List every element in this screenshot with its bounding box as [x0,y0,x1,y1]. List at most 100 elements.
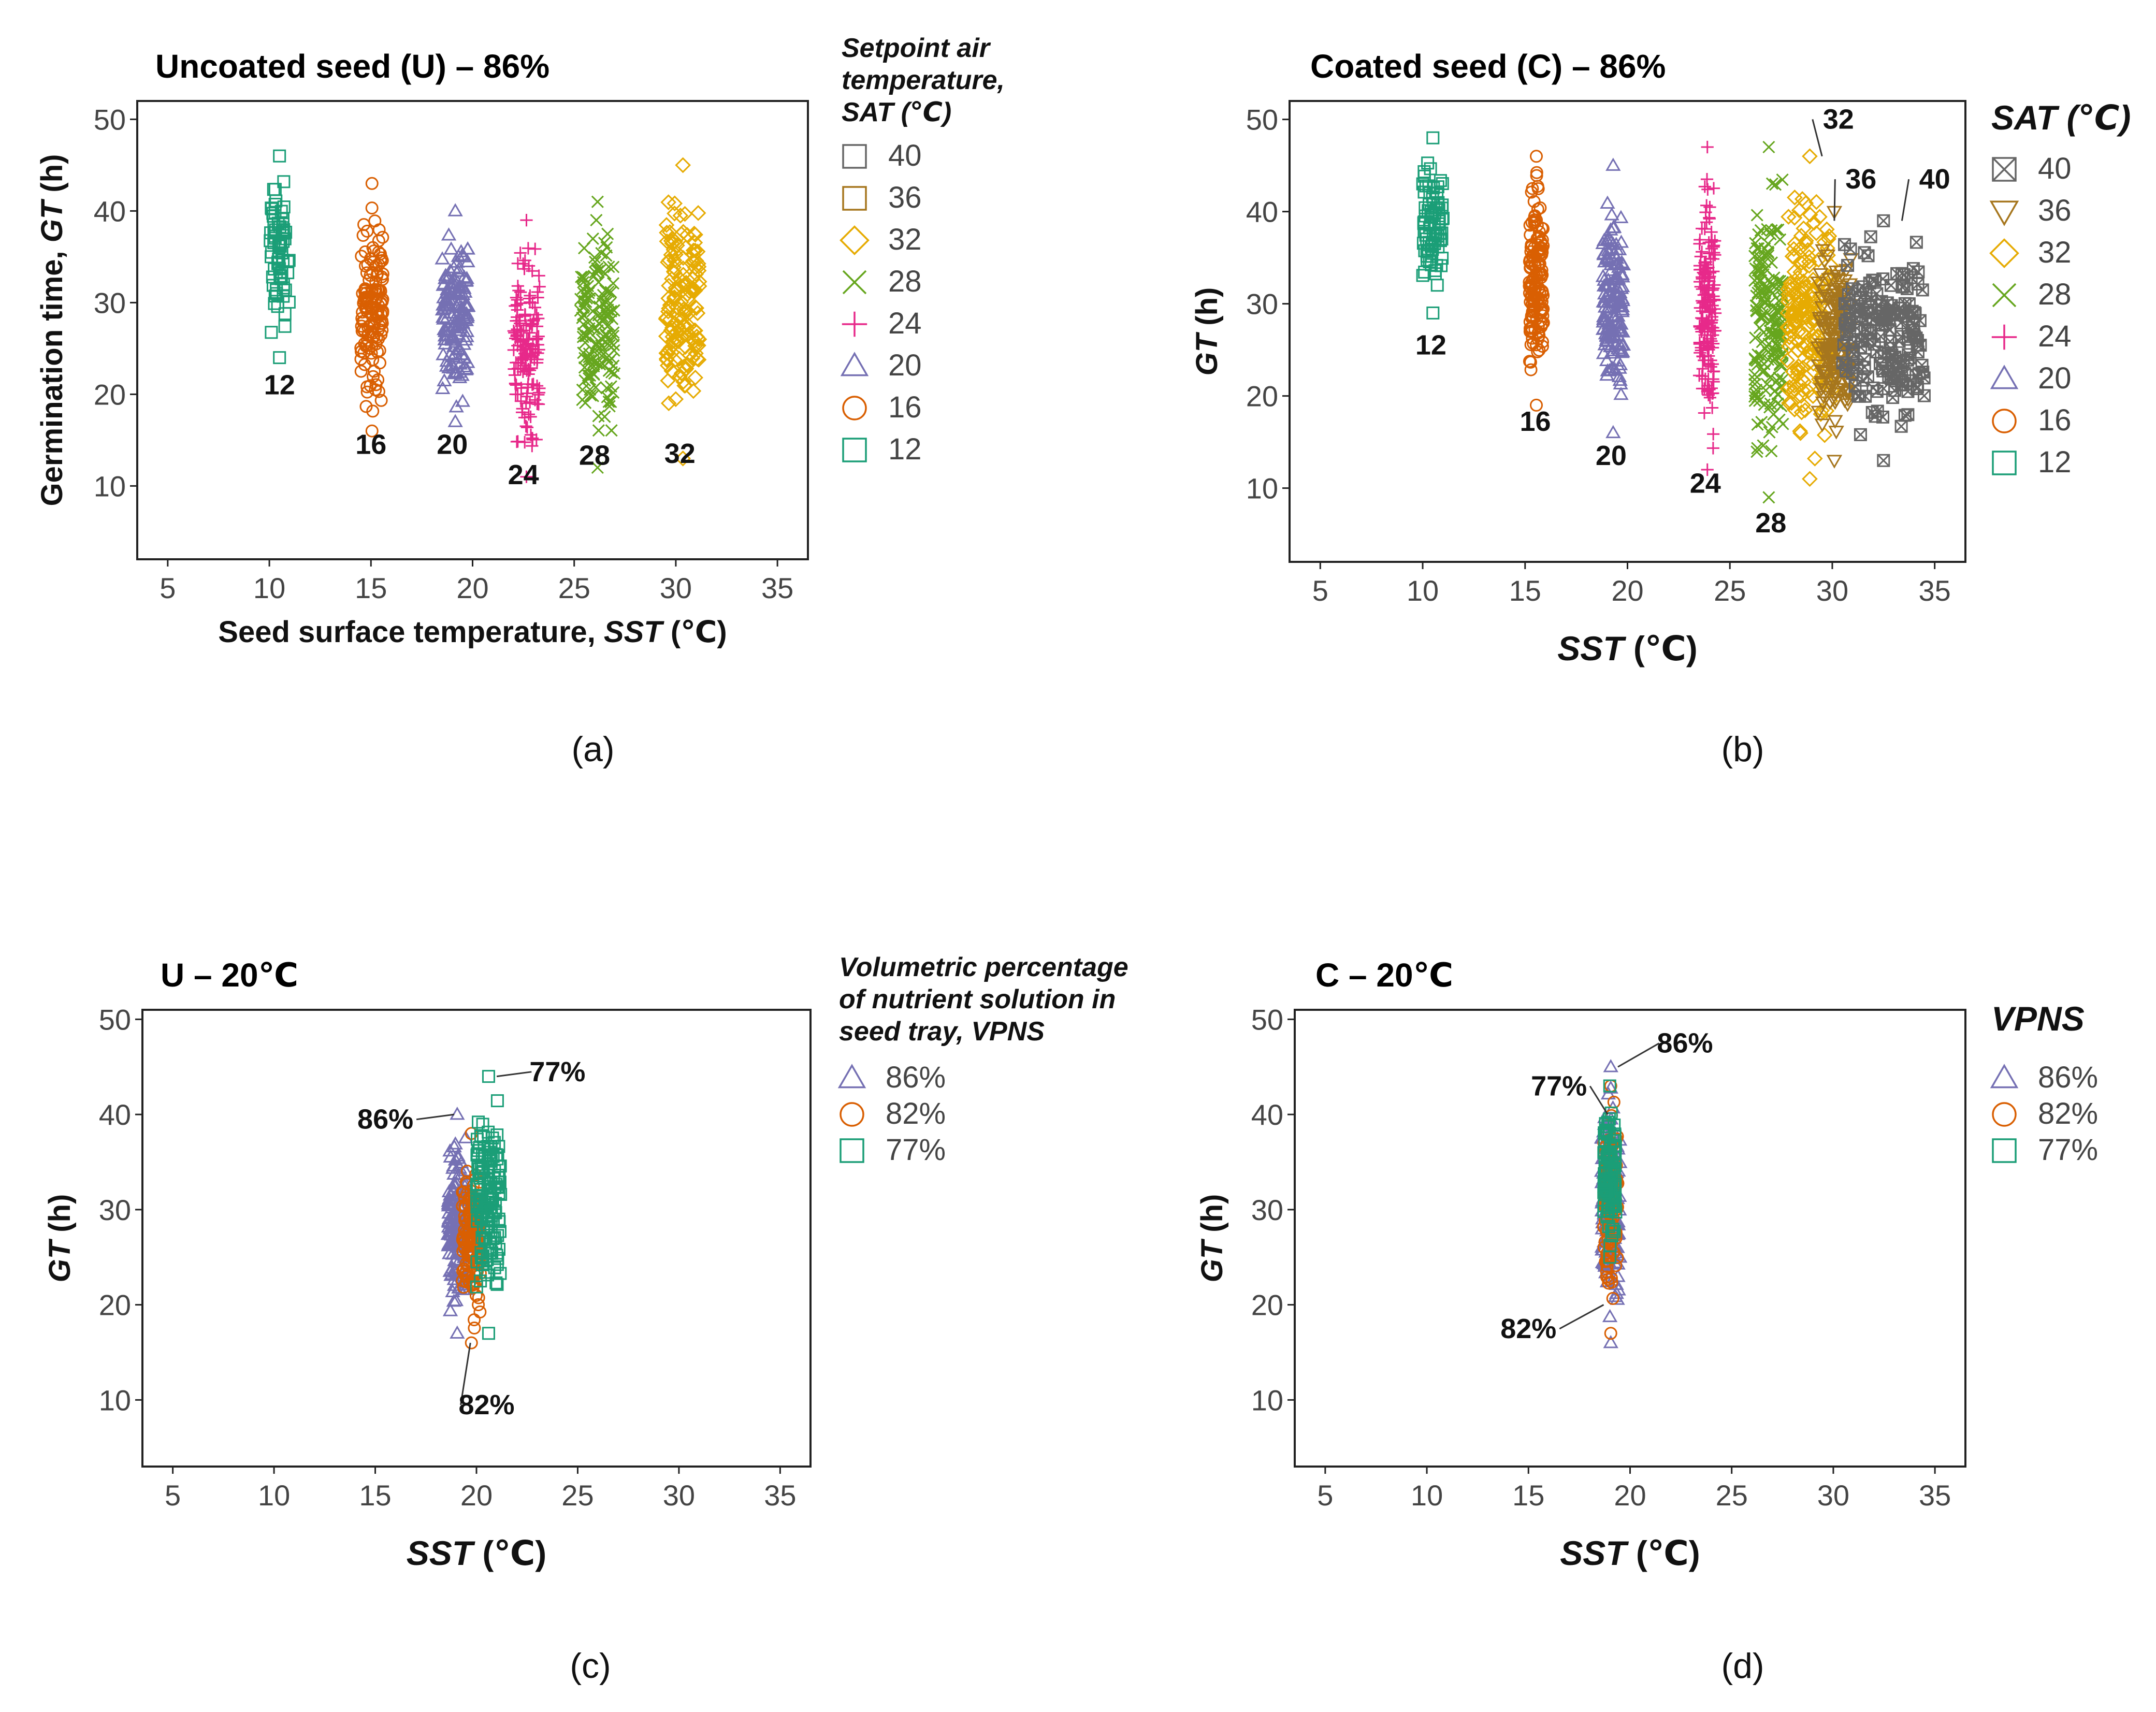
data-point [597,347,610,361]
data-point [604,297,617,310]
data-point [604,395,617,409]
legend-marker [840,1102,864,1127]
data-point [1911,278,1925,291]
y-tick-label: 20 [1246,380,1278,413]
data-point [1863,277,1876,290]
legend-entry-12: 12 [842,432,922,466]
panel-a: Uncoated seed (U) – 86% 5 10 15 20 25 30 35 10 20… [35,33,1005,769]
x-tick-label: 15 [355,572,387,604]
data-point [1604,1327,1617,1340]
data-point [1700,173,1714,186]
data-point [514,246,527,259]
data-point [1866,381,1880,395]
data-point [482,1070,495,1083]
data-point [584,389,597,402]
data-point [1693,237,1706,250]
data-point [267,218,281,231]
data-point [1696,362,1709,375]
legend-marker [840,225,870,255]
data-point [282,295,296,309]
y-axis-label: GT (h) [43,1194,77,1283]
data-point [1819,221,1835,238]
legend-title: SAT (℃) [1991,98,2131,137]
data-point [276,217,290,231]
annotation-label: 28 [579,440,610,471]
data-point [1613,323,1628,336]
data-point [1749,331,1762,344]
data-point [675,450,691,467]
x-tick-label: 25 [1716,1479,1748,1512]
data-point [1916,365,1930,379]
data-point [365,201,379,215]
x-tick-label: 25 [1714,574,1746,607]
y-tick-label: 50 [1251,1003,1283,1036]
data-point [277,175,291,188]
annotation-label: 20 [1596,440,1627,471]
data-point [1801,254,1817,270]
data-point [582,372,595,385]
data-point [368,214,382,228]
x-tick-label: 20 [460,1479,493,1512]
data-point [520,421,534,434]
legend-entry-82pct: 82% [840,1097,946,1130]
data-point [1792,423,1808,439]
data-point [1532,343,1546,357]
data-point [519,397,532,410]
data-point [475,1149,489,1162]
data-point [269,194,283,208]
data-point [1698,267,1711,280]
series-40 [1836,214,1931,467]
data-point [1603,1335,1618,1348]
data-point [675,260,691,277]
data-point [460,241,475,255]
data-point [494,1187,508,1201]
legend: VPNS 86%82%77% [1990,999,2098,1167]
data-point [473,1305,487,1319]
data-point [1811,252,1827,268]
x-axis-label-var: SST [604,615,664,649]
data-point [482,1327,495,1340]
data-point [578,374,591,387]
x-axis-label: SST (℃) [1557,629,1698,668]
data-point [667,195,683,212]
data-point [1704,360,1717,373]
annotation-label: 12 [1415,330,1446,361]
data-point [485,1209,498,1222]
data-point [1613,294,1628,308]
data-point [530,356,544,369]
data-point [575,270,588,283]
data-point [685,254,701,270]
data-point [1530,398,1543,412]
data-point [512,314,526,327]
data-point [1602,1309,1618,1323]
data-point [1779,319,1796,336]
data-point [1606,220,1622,233]
data-point [659,357,676,374]
data-point [376,306,389,320]
data-point [470,1178,483,1191]
x-tick-label: 30 [660,572,692,604]
data-point [668,280,684,296]
data-point [372,245,385,259]
data-point [266,279,280,292]
data-point [1776,417,1789,430]
data-point [520,214,533,227]
panel-title: Uncoated seed (U) – 86% [155,48,549,85]
data-point [452,285,468,299]
data-point [1841,259,1855,272]
x-tick-label: 20 [456,572,488,604]
data-point [1763,296,1776,310]
data-point [685,283,702,300]
data-point [1426,131,1440,144]
data-point [1813,268,1829,282]
data-point [374,247,387,260]
legend-marker [1990,1064,2019,1089]
data-point [662,339,679,356]
data-point [488,1231,501,1244]
data-point [1533,244,1546,257]
series-77pct [470,1070,508,1340]
data-point [1526,293,1540,306]
panel-label: (a) [571,730,614,769]
x-tick-label: 30 [1817,1479,1849,1512]
data-point [1535,271,1548,284]
